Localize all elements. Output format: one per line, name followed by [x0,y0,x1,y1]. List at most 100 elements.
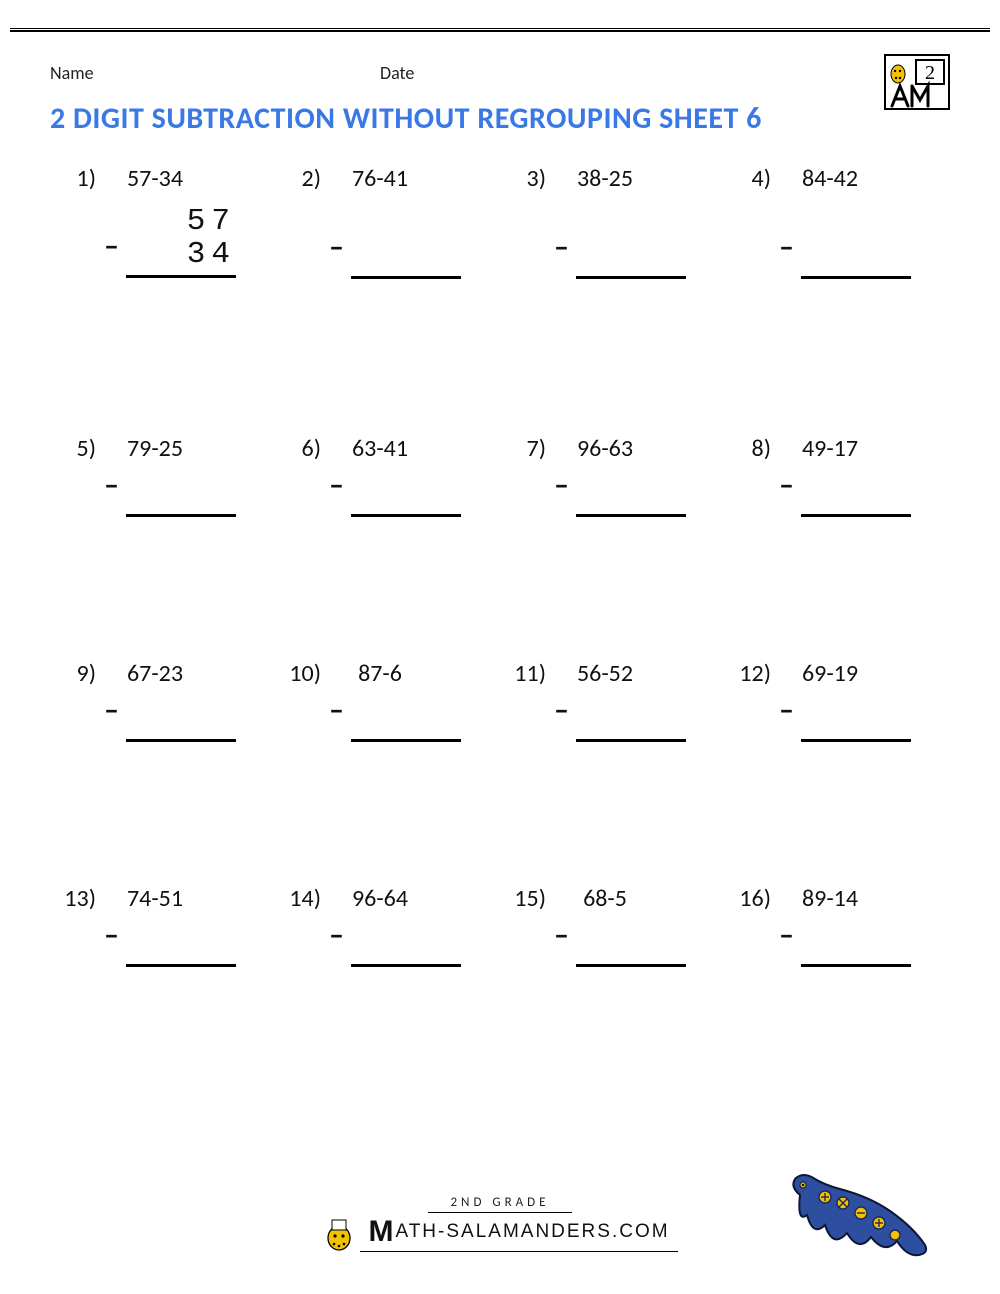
problem-cell: 8) 49-17 – [725,420,950,645]
work-rule [126,964,236,967]
minus-icon: – [779,229,794,266]
svg-text:2: 2 [925,62,935,84]
work-area: – [781,510,911,517]
minus-icon: – [554,229,569,266]
work-area: – [781,272,911,279]
minus-icon: – [104,467,119,504]
brand-logo-box: 2 [884,54,950,110]
work-area: – [106,510,236,517]
work-area: – [556,960,686,967]
problem-heading: 4) 84-42 [725,164,950,193]
salamander-head-icon [322,1218,356,1252]
problem-expression: 67-23 [110,659,200,688]
work-area: – [781,735,911,742]
work-rule [351,276,461,279]
problem-number: 10) [275,659,321,688]
problem-expression: 96-63 [560,434,650,463]
footer-grade-label: 2ND GRADE [428,1195,571,1213]
problem-cell: 12) 69-19 – [725,645,950,870]
work-area: 57 34 – [106,206,236,278]
problem-number: 2) [275,164,321,193]
work-rule [801,514,911,517]
problem-cell: 15) 68-5 – [500,870,725,1095]
problem-expression: 69-19 [785,659,875,688]
work-rule [126,739,236,742]
problem-heading: 9) 67-23 [50,659,275,688]
work-rule [801,964,911,967]
top-double-rule [10,28,990,32]
problem-expression: 68-5 [560,884,650,913]
problem-expression: 74-51 [110,884,200,913]
work-area: – [331,960,461,967]
problem-heading: 11) 56-52 [500,659,725,688]
problem-cell: 2) 76-41 – [275,150,500,420]
work-rule [351,739,461,742]
problem-number: 13) [50,884,96,913]
problem-number: 15) [500,884,546,913]
brand-logo-icon: 2 [886,56,950,110]
problem-heading: 6) 63-41 [275,434,500,463]
minus-icon: – [329,467,344,504]
problem-expression: 79-25 [110,434,200,463]
problem-cell: 1) 57-34 57 34 – [50,150,275,420]
problem-expression: 84-42 [785,164,875,193]
footer-brand-rest: ATH-SALAMANDERS.COM [395,1221,669,1242]
problem-heading: 3) 38-25 [500,164,725,193]
footer-brand-wrap: MATH-SALAMANDERS.COM [322,1213,677,1252]
problem-cell: 11) 56-52 – [500,645,725,870]
problem-number: 9) [50,659,96,688]
problem-expression: 89-14 [785,884,875,913]
footer-brand-m: M [368,1215,395,1248]
work-rule [351,964,461,967]
work-rule [801,276,911,279]
work-rule [576,964,686,967]
name-label: Name [50,62,94,84]
work-rule [126,514,236,517]
problems-grid: 1) 57-34 57 34 – 2) 76-41 – 3) 38- [50,150,950,1095]
problem-cell: 6) 63-41 – [275,420,500,645]
minus-icon: – [779,917,794,954]
work-area: – [781,960,911,967]
problem-heading: 10) 87-6 [275,659,500,688]
work-rule [126,275,236,278]
problem-heading: 8) 49-17 [725,434,950,463]
minus-icon: – [554,467,569,504]
problem-number: 11) [500,659,546,688]
minus-icon: – [554,692,569,729]
problem-cell: 4) 84-42 – [725,150,950,420]
work-area: – [106,960,236,967]
problem-cell: 3) 38-25 – [500,150,725,420]
minus-icon: – [779,467,794,504]
problem-number: 8) [725,434,771,463]
work-area: – [556,510,686,517]
work-rule [801,739,911,742]
work-rule [576,739,686,742]
problem-expression: 38-25 [560,164,650,193]
work-area: – [106,735,236,742]
problem-expression: 49-17 [785,434,875,463]
problem-expression: 63-41 [335,434,425,463]
problem-expression: 96-64 [335,884,425,913]
minus-icon: – [554,917,569,954]
problem-heading: 15) 68-5 [500,884,725,913]
minus-icon: – [779,692,794,729]
problem-number: 4) [725,164,771,193]
problem-cell: 5) 79-25 – [50,420,275,645]
minus-icon: – [329,692,344,729]
work-top: 57 [106,206,236,239]
problem-cell: 9) 67-23 – [50,645,275,870]
work-rule [351,514,461,517]
problem-heading: 12) 69-19 [725,659,950,688]
problem-expression: 57-34 [110,164,200,193]
work-rule [576,514,686,517]
minus-icon: – [329,229,344,266]
work-area: – [331,510,461,517]
problem-heading: 7) 96-63 [500,434,725,463]
problem-expression: 56-52 [560,659,650,688]
problem-cell: 10) 87-6 – [275,645,500,870]
work-area: – [331,735,461,742]
problem-heading: 16) 89-14 [725,884,950,913]
work-area: – [331,272,461,279]
problem-cell: 16) 89-14 – [725,870,950,1095]
problem-cell: 7) 96-63 – [500,420,725,645]
